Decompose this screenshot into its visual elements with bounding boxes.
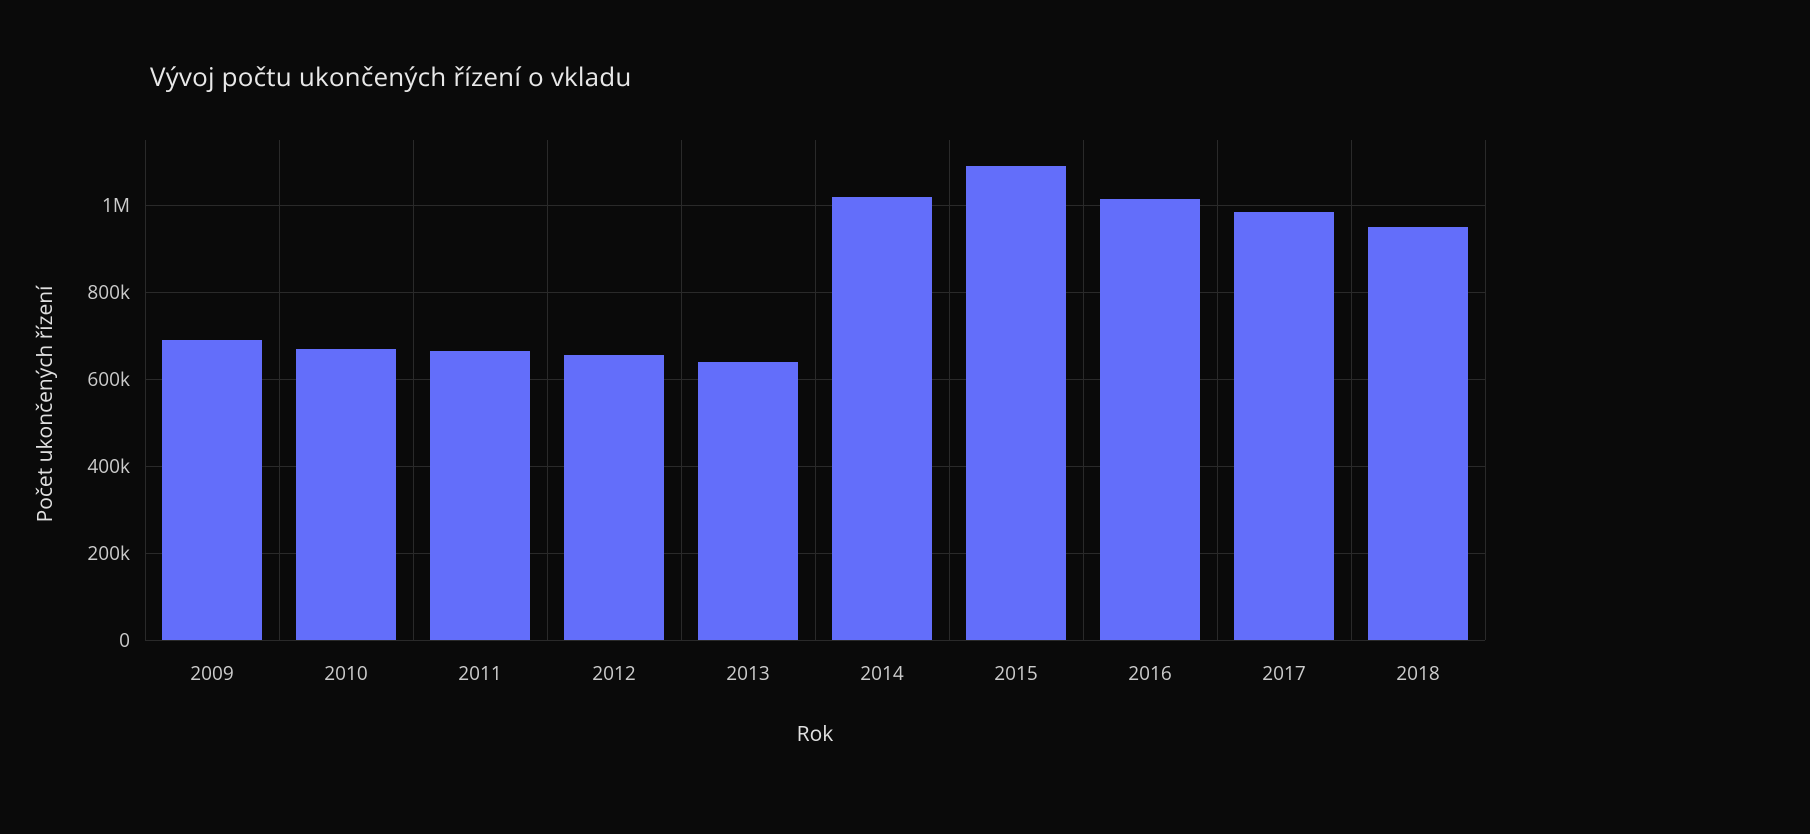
grid-line-vertical: [413, 140, 414, 640]
grid-line-vertical: [1217, 140, 1218, 640]
grid-line-vertical: [547, 140, 548, 640]
x-tick-label: 2014: [860, 660, 903, 686]
x-tick-label: 2015: [994, 660, 1037, 686]
x-tick-label: 2011: [458, 660, 501, 686]
bar: [296, 349, 397, 640]
bar: [698, 362, 799, 640]
bar: [564, 355, 665, 640]
y-axis-label: Počet ukončených řízení: [31, 286, 59, 523]
bar: [966, 166, 1067, 640]
grid-line-vertical: [1083, 140, 1084, 640]
grid-line-vertical: [279, 140, 280, 640]
grid-line-vertical: [1351, 140, 1352, 640]
bar: [1368, 227, 1469, 640]
x-tick-label: 2012: [592, 660, 635, 686]
grid-line-vertical: [949, 140, 950, 640]
x-tick-label: 2018: [1396, 660, 1439, 686]
bar: [1100, 199, 1201, 640]
y-tick-label: 400k: [70, 453, 130, 479]
y-tick-label: 0: [70, 627, 130, 653]
bar: [430, 351, 531, 640]
x-tick-label: 2017: [1262, 660, 1305, 686]
grid-line-vertical: [145, 140, 146, 640]
chart-container: Vývoj počtu ukončených řízení o vkladu P…: [0, 0, 1810, 834]
bar: [1234, 212, 1335, 640]
y-tick-label: 1M: [70, 192, 130, 218]
grid-line-vertical: [815, 140, 816, 640]
x-tick-label: 2009: [190, 660, 233, 686]
x-tick-label: 2010: [324, 660, 367, 686]
grid-line-vertical: [681, 140, 682, 640]
plot-area: [145, 140, 1485, 640]
grid-line-vertical: [1485, 140, 1486, 640]
bar: [162, 340, 263, 640]
grid-line-horizontal: [145, 640, 1485, 641]
y-tick-label: 800k: [70, 279, 130, 305]
x-axis-label: Rok: [797, 720, 834, 748]
y-tick-label: 600k: [70, 366, 130, 392]
y-tick-label: 200k: [70, 540, 130, 566]
x-tick-label: 2016: [1128, 660, 1171, 686]
x-tick-label: 2013: [726, 660, 769, 686]
chart-title: Vývoj počtu ukončených řízení o vkladu: [150, 58, 632, 94]
bar: [832, 197, 933, 640]
